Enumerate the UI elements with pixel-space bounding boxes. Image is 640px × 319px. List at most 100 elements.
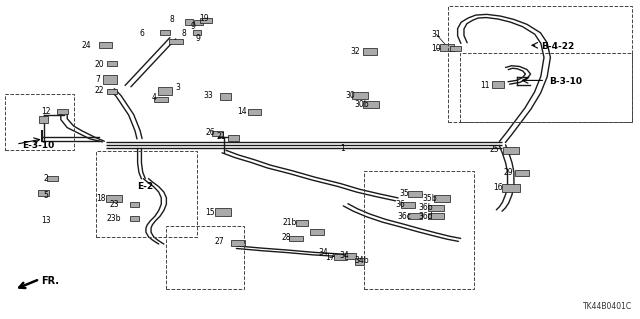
Text: 9: 9 xyxy=(196,34,201,43)
Bar xyxy=(460,53,632,122)
Text: 34b: 34b xyxy=(355,256,369,265)
Bar xyxy=(47,176,58,181)
Text: 16: 16 xyxy=(493,183,503,192)
Bar xyxy=(363,48,377,55)
Bar xyxy=(107,61,117,66)
Bar xyxy=(158,87,172,95)
Text: 12: 12 xyxy=(42,107,51,116)
Bar xyxy=(169,39,183,44)
Bar xyxy=(289,236,303,241)
Text: 6: 6 xyxy=(140,29,145,38)
Text: 35: 35 xyxy=(399,189,410,198)
Bar xyxy=(448,6,632,122)
Text: 34: 34 xyxy=(339,251,349,260)
Text: B-3-10: B-3-10 xyxy=(549,77,582,86)
Text: 10: 10 xyxy=(431,44,442,53)
Bar xyxy=(364,101,379,108)
Text: 1: 1 xyxy=(340,144,345,153)
Text: 36b: 36b xyxy=(419,204,433,212)
Text: 36d: 36d xyxy=(419,212,433,221)
Bar xyxy=(408,191,422,197)
Text: 13: 13 xyxy=(41,216,51,225)
Text: 25: 25 xyxy=(489,145,499,154)
Bar xyxy=(193,30,201,35)
Bar xyxy=(214,208,230,216)
Bar xyxy=(185,19,193,25)
Text: 20: 20 xyxy=(94,60,104,69)
Bar xyxy=(434,195,450,202)
Bar xyxy=(96,151,197,237)
Text: 14: 14 xyxy=(237,107,247,115)
Bar xyxy=(193,20,204,25)
Bar xyxy=(212,131,223,136)
Text: 8: 8 xyxy=(182,29,187,38)
Text: 29: 29 xyxy=(504,168,514,177)
Bar xyxy=(5,94,74,150)
Bar xyxy=(296,220,308,226)
Bar xyxy=(364,171,474,289)
Text: 36: 36 xyxy=(395,200,405,209)
Bar xyxy=(129,203,140,207)
Text: 8: 8 xyxy=(169,15,174,24)
Bar xyxy=(39,116,49,123)
Bar xyxy=(492,81,504,88)
Text: 24: 24 xyxy=(81,41,92,50)
Text: 34: 34 xyxy=(318,248,328,257)
Text: 36c: 36c xyxy=(397,212,412,221)
Bar xyxy=(38,190,49,196)
Bar xyxy=(310,229,324,235)
Bar xyxy=(228,135,239,141)
Text: TK44B0401C: TK44B0401C xyxy=(583,302,632,311)
Bar xyxy=(440,44,454,51)
Text: 3: 3 xyxy=(175,83,180,92)
Bar xyxy=(450,46,461,51)
Bar xyxy=(99,42,112,48)
Text: 33: 33 xyxy=(203,91,213,100)
Text: 26: 26 xyxy=(205,128,215,137)
Bar xyxy=(515,170,529,176)
Text: 7: 7 xyxy=(95,75,100,84)
Text: 17: 17 xyxy=(324,253,335,262)
Text: 23: 23 xyxy=(109,200,119,209)
Text: 35b: 35b xyxy=(423,194,437,203)
Text: B-4-22: B-4-22 xyxy=(541,42,574,51)
Text: 9: 9 xyxy=(191,22,196,31)
Text: 27: 27 xyxy=(214,237,224,246)
Text: 23b: 23b xyxy=(107,214,121,223)
Text: 31: 31 xyxy=(431,30,442,39)
Bar xyxy=(248,109,261,115)
Bar xyxy=(154,97,168,102)
Bar xyxy=(231,240,245,246)
Bar xyxy=(334,254,347,260)
Text: E-2: E-2 xyxy=(138,182,154,191)
Bar xyxy=(355,258,365,265)
Bar xyxy=(345,253,356,259)
Bar xyxy=(166,226,244,289)
Bar xyxy=(408,213,422,219)
Text: 5: 5 xyxy=(44,191,49,200)
Text: 4: 4 xyxy=(151,93,156,102)
Text: 18: 18 xyxy=(97,194,106,203)
Text: 30: 30 xyxy=(346,91,356,100)
Text: 32: 32 xyxy=(350,47,360,56)
Text: 28: 28 xyxy=(282,233,291,242)
Text: 19: 19 xyxy=(198,14,209,23)
Bar xyxy=(160,30,170,35)
Bar xyxy=(352,92,368,99)
Bar xyxy=(429,205,445,211)
Bar xyxy=(429,213,445,219)
Bar xyxy=(106,195,122,202)
Bar xyxy=(503,147,519,154)
Text: E-3-10: E-3-10 xyxy=(22,141,54,150)
Bar xyxy=(200,18,212,23)
Bar xyxy=(103,75,117,84)
Text: 15: 15 xyxy=(205,208,215,217)
Text: 30b: 30b xyxy=(355,100,369,109)
Bar xyxy=(107,89,117,94)
Text: 21b: 21b xyxy=(282,218,296,227)
Bar xyxy=(57,109,68,114)
Text: 2: 2 xyxy=(44,174,49,183)
Text: 11: 11 xyxy=(481,81,490,90)
Text: FR.: FR. xyxy=(42,276,60,286)
Bar xyxy=(129,216,140,221)
